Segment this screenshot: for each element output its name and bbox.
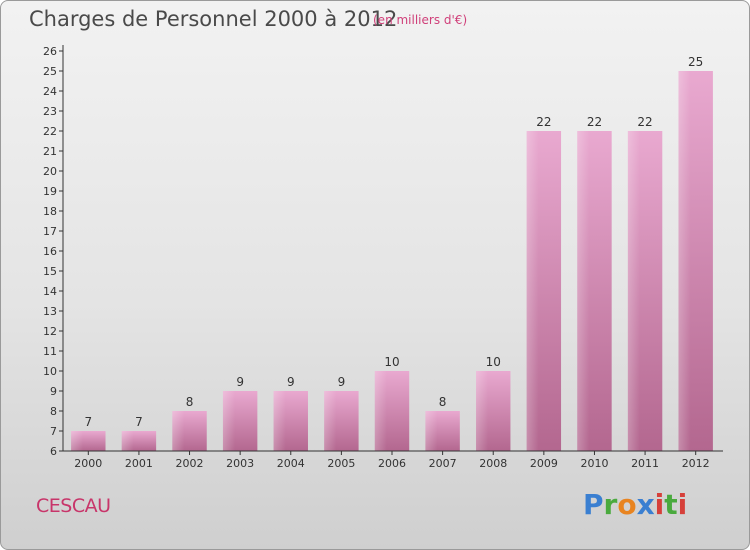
- bar-highlight: [627, 131, 640, 451]
- x-tick-label: 2011: [631, 457, 659, 470]
- data-label: 8: [439, 395, 447, 409]
- y-tick-label: 20: [43, 165, 57, 178]
- bar-highlight: [577, 131, 590, 451]
- logo-letter: P: [583, 488, 604, 521]
- logo-letter: x: [636, 488, 655, 521]
- data-label: 22: [637, 115, 652, 129]
- bar-highlight: [678, 71, 691, 451]
- data-label: 7: [135, 415, 143, 429]
- bar-highlight: [172, 411, 185, 451]
- x-tick-label: 2008: [479, 457, 507, 470]
- y-tick-label: 12: [43, 325, 57, 338]
- bar-highlight: [526, 131, 539, 451]
- data-label: 10: [486, 355, 501, 369]
- y-tick-label: 26: [43, 45, 57, 58]
- y-tick-label: 14: [43, 285, 57, 298]
- y-tick-label: 25: [43, 65, 57, 78]
- bar-highlight: [273, 391, 286, 451]
- y-tick-label: 6: [50, 445, 57, 458]
- data-label: 8: [186, 395, 194, 409]
- y-tick-label: 21: [43, 145, 57, 158]
- bar-highlight: [71, 431, 84, 451]
- x-tick-label: 2000: [74, 457, 102, 470]
- x-tick-label: 2009: [530, 457, 558, 470]
- x-tick-label: 2004: [277, 457, 305, 470]
- x-tick-label: 2010: [580, 457, 608, 470]
- data-label: 9: [287, 375, 295, 389]
- x-tick-label: 2001: [125, 457, 153, 470]
- logo-letter: r: [603, 488, 618, 521]
- y-tick-label: 24: [43, 85, 57, 98]
- y-tick-label: 17: [43, 225, 57, 238]
- y-tick-label: 9: [50, 385, 57, 398]
- bar-highlight: [374, 371, 387, 451]
- data-label: 25: [688, 55, 703, 69]
- x-tick-label: 2005: [327, 457, 355, 470]
- y-tick-label: 19: [43, 185, 57, 198]
- bar-highlight: [476, 371, 489, 451]
- chart-title: Charges de Personnel 2000 à 2012: [29, 7, 398, 31]
- y-tick-label: 11: [43, 345, 57, 358]
- data-label: 7: [84, 415, 92, 429]
- x-tick-label: 2007: [429, 457, 457, 470]
- logo-letter: t: [664, 488, 678, 521]
- y-tick-label: 13: [43, 305, 57, 318]
- bar-highlight: [121, 431, 134, 451]
- y-tick-label: 23: [43, 105, 57, 118]
- bar-highlight: [324, 391, 337, 451]
- bar-highlight: [425, 411, 438, 451]
- data-label: 9: [236, 375, 244, 389]
- y-tick-label: 22: [43, 125, 57, 138]
- y-tick-label: 15: [43, 265, 57, 278]
- x-tick-label: 2003: [226, 457, 254, 470]
- x-tick-label: 2002: [176, 457, 204, 470]
- data-label: 22: [587, 115, 602, 129]
- y-tick-label: 16: [43, 245, 57, 258]
- logo-letter: i: [654, 488, 665, 521]
- chart-subtitle: (en milliers d'€): [373, 13, 468, 27]
- y-tick-label: 10: [43, 365, 57, 378]
- logo-letter: o: [617, 488, 637, 521]
- bar-highlight: [222, 391, 235, 451]
- x-tick-label: 2012: [682, 457, 710, 470]
- commune-name: CESCAU: [36, 495, 111, 517]
- data-label: 9: [338, 375, 346, 389]
- y-tick-label: 8: [50, 405, 57, 418]
- data-label: 22: [536, 115, 551, 129]
- x-tick-label: 2006: [378, 457, 406, 470]
- data-label: 10: [384, 355, 399, 369]
- y-tick-label: 7: [50, 425, 57, 438]
- proxiti-logo[interactable]: Proxiti: [583, 488, 687, 521]
- y-tick-label: 18: [43, 205, 57, 218]
- logo-letter: i: [677, 488, 688, 521]
